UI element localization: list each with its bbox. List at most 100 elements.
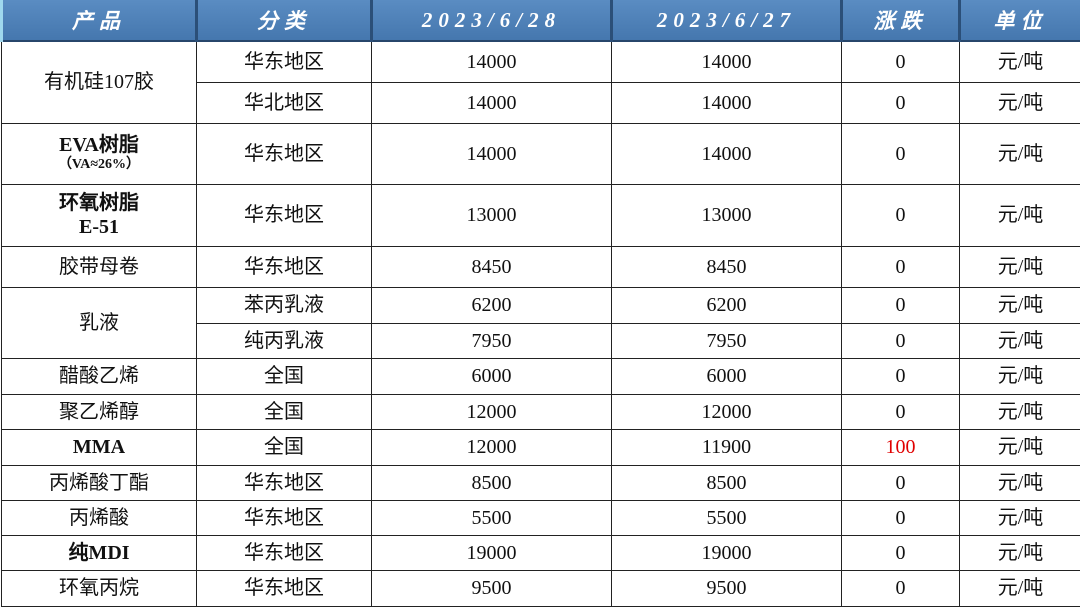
change-cell: 0 xyxy=(841,393,960,430)
change-cell: 0 xyxy=(841,183,960,247)
product-name: 纯MDI xyxy=(68,541,130,564)
unit-cell: 元/吨 xyxy=(959,569,1080,607)
product-cell: 丙烯酸丁酯 xyxy=(1,464,197,501)
unit-cell: 元/吨 xyxy=(959,81,1080,124)
unit-cell: 元/吨 xyxy=(959,393,1080,430)
price-date-2: 9500 xyxy=(611,569,842,607)
product-cell: 环氧树脂 E-51 xyxy=(1,183,197,247)
product-name: 丙烯酸丁酯 xyxy=(49,471,149,494)
change-cell: 0 xyxy=(841,322,960,359)
unit-cell: 元/吨 xyxy=(959,499,1080,536)
price-date-1: 14000 xyxy=(371,122,612,185)
change-cell: 0 xyxy=(841,464,960,501)
product-cell: 乳液 xyxy=(1,286,197,359)
product-name: 环氧树脂 xyxy=(59,192,139,214)
product-cell: 纯MDI xyxy=(1,534,197,571)
header-row: 产品 分类 2023/6/28 2023/6/27 涨跌 单位 xyxy=(0,0,1080,42)
product-name: 丙烯酸 xyxy=(69,506,129,529)
table-row: EVA树脂 （VA≈26%） 华东地区 14000 14000 0 元/吨 xyxy=(1,122,1080,185)
table-row: 环氧树脂 E-51 华东地区 13000 13000 0 元/吨 xyxy=(1,183,1080,247)
category-cell: 全国 xyxy=(196,393,372,430)
category-cell: 全国 xyxy=(196,428,372,466)
price-date-1: 19000 xyxy=(371,534,612,571)
change-cell: 0 xyxy=(841,245,960,288)
price-date-2: 14000 xyxy=(611,122,842,185)
price-date-2: 11900 xyxy=(611,428,842,466)
change-cell: 0 xyxy=(841,81,960,124)
change-cell: 0 xyxy=(841,122,960,185)
product-sub: （VA≈26%） xyxy=(57,157,141,173)
unit-cell: 元/吨 xyxy=(959,286,1080,324)
category-cell: 华东地区 xyxy=(196,245,372,288)
price-date-1: 7950 xyxy=(371,322,612,359)
product-name: 有机硅107胶 xyxy=(44,71,154,94)
header-date-1: 2023/6/28 xyxy=(370,0,613,42)
product-name: 乳液 xyxy=(79,311,119,334)
price-date-1: 13000 xyxy=(371,183,612,247)
table-row: 纯丙乳液 7950 7950 0 元/吨 xyxy=(2,322,1080,359)
product-cell: 胶带母卷 xyxy=(1,245,197,288)
change-cell: 0 xyxy=(841,40,960,83)
table-row: 丙烯酸丁酯 华东地区 8500 8500 0 元/吨 xyxy=(1,464,1080,501)
category-cell: 苯丙乳液 xyxy=(196,286,372,324)
unit-cell: 元/吨 xyxy=(959,428,1080,466)
change-cell: 0 xyxy=(841,499,960,536)
category-cell: 华东地区 xyxy=(196,534,372,571)
price-date-2: 14000 xyxy=(611,40,842,83)
price-date-1: 8450 xyxy=(371,245,612,288)
category-cell: 华东地区 xyxy=(196,569,372,607)
table-row: 聚乙烯醇 全国 12000 12000 0 元/吨 xyxy=(1,393,1080,430)
product-name: MMA xyxy=(72,436,126,458)
category-cell: 华东地区 xyxy=(196,122,372,185)
product-name: 胶带母卷 xyxy=(59,255,139,278)
unit-cell: 元/吨 xyxy=(959,183,1080,247)
category-cell: 纯丙乳液 xyxy=(196,322,372,359)
price-date-1: 8500 xyxy=(371,464,612,501)
unit-cell: 元/吨 xyxy=(959,534,1080,571)
price-date-1: 9500 xyxy=(371,569,612,607)
price-date-1: 12000 xyxy=(371,393,612,430)
product-cell: 聚乙烯醇 xyxy=(1,393,197,430)
header-product: 产品 xyxy=(0,0,198,42)
price-date-1: 12000 xyxy=(371,428,612,466)
price-date-1: 6200 xyxy=(371,286,612,324)
change-cell: 0 xyxy=(841,569,960,607)
category-cell: 全国 xyxy=(196,357,372,395)
price-date-2: 19000 xyxy=(611,534,842,571)
price-date-2: 14000 xyxy=(611,81,842,124)
category-cell: 华东地区 xyxy=(196,40,372,83)
product-name: 聚乙烯醇 xyxy=(59,400,139,423)
header-date-2: 2023/6/27 xyxy=(610,0,843,42)
price-date-1: 5500 xyxy=(371,499,612,536)
price-date-2: 6200 xyxy=(611,286,842,324)
product-cell: 醋酸乙烯 xyxy=(1,357,197,395)
category-cell: 华东地区 xyxy=(196,464,372,501)
unit-cell: 元/吨 xyxy=(959,122,1080,185)
price-date-1: 14000 xyxy=(371,81,612,124)
price-date-2: 6000 xyxy=(611,357,842,395)
table-row: 胶带母卷 华东地区 8450 8450 0 元/吨 xyxy=(1,245,1080,288)
change-cell: 0 xyxy=(841,357,960,395)
header-category: 分类 xyxy=(195,0,373,42)
unit-cell: 元/吨 xyxy=(959,464,1080,501)
table-row: 环氧丙烷 华东地区 9500 9500 0 元/吨 xyxy=(1,569,1080,607)
table-row: 醋酸乙烯 全国 6000 6000 0 元/吨 xyxy=(1,357,1080,395)
table-row: 纯MDI 华东地区 19000 19000 0 元/吨 xyxy=(1,534,1080,571)
price-date-2: 8500 xyxy=(611,464,842,501)
category-cell: 华东地区 xyxy=(196,183,372,247)
price-date-2: 12000 xyxy=(611,393,842,430)
product-name: 环氧丙烷 xyxy=(59,577,139,599)
table-row: 丙烯酸 华东地区 5500 5500 0 元/吨 xyxy=(1,499,1080,536)
header-unit: 单位 xyxy=(958,0,1080,42)
price-date-2: 8450 xyxy=(611,245,842,288)
price-date-2: 13000 xyxy=(611,183,842,247)
category-cell: 华北地区 xyxy=(196,81,372,124)
product-cell: 环氧丙烷 xyxy=(1,569,197,607)
table-row: 有机硅107胶 华东地区 14000 14000 0 元/吨 xyxy=(1,40,1080,124)
price-date-2: 7950 xyxy=(611,322,842,359)
product-sub: E-51 xyxy=(79,216,119,238)
change-cell: 0 xyxy=(841,534,960,571)
unit-cell: 元/吨 xyxy=(959,40,1080,83)
table-row: MMA 全国 12000 11900 100 元/吨 xyxy=(1,428,1080,466)
unit-cell: 元/吨 xyxy=(959,357,1080,395)
